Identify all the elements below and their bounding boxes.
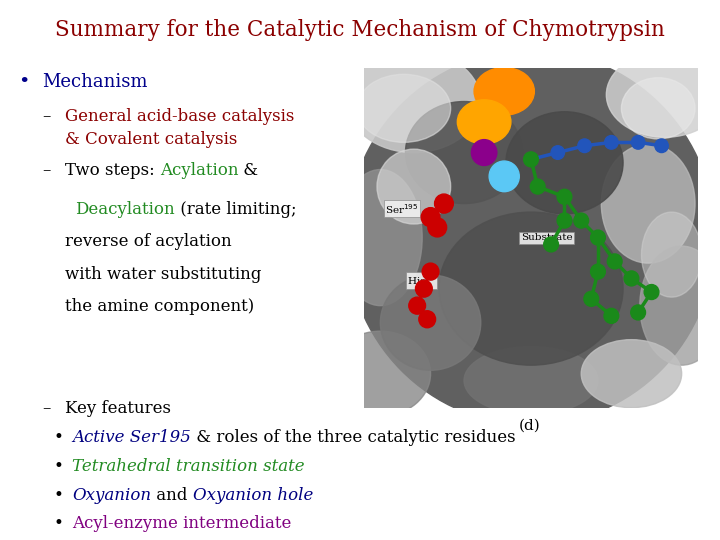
Text: •: •: [54, 429, 64, 446]
Text: Substrate: Substrate: [521, 233, 572, 242]
Circle shape: [574, 213, 588, 228]
Circle shape: [422, 263, 439, 280]
Text: Active Ser195: Active Ser195: [72, 429, 191, 446]
Ellipse shape: [621, 78, 695, 139]
Ellipse shape: [464, 347, 598, 415]
Circle shape: [605, 136, 618, 149]
Ellipse shape: [506, 112, 623, 214]
Text: –: –: [42, 400, 50, 416]
Circle shape: [604, 308, 618, 323]
Text: •: •: [54, 458, 64, 475]
Text: •: •: [54, 515, 64, 532]
Circle shape: [557, 190, 572, 204]
Circle shape: [590, 230, 606, 245]
Text: Deacylation: Deacylation: [76, 201, 175, 218]
Circle shape: [523, 152, 539, 167]
Text: Mechanism: Mechanism: [42, 73, 148, 91]
Text: Summary for the Catalytic Mechanism of Chymotrypsin: Summary for the Catalytic Mechanism of C…: [55, 19, 665, 41]
Ellipse shape: [380, 275, 481, 370]
Text: Acylation: Acylation: [160, 162, 238, 179]
Text: and: and: [151, 487, 193, 503]
Text: General acid-base catalysis
& Covalent catalysis: General acid-base catalysis & Covalent c…: [65, 108, 294, 148]
Ellipse shape: [457, 100, 511, 144]
Ellipse shape: [606, 52, 720, 137]
Text: (rate limiting;: (rate limiting;: [175, 201, 297, 218]
Ellipse shape: [439, 212, 623, 365]
Ellipse shape: [338, 170, 422, 306]
Circle shape: [551, 146, 564, 159]
Ellipse shape: [581, 340, 682, 408]
Circle shape: [655, 139, 668, 152]
Text: Two steps:: Two steps:: [65, 162, 160, 179]
Circle shape: [631, 305, 646, 320]
Circle shape: [428, 218, 446, 237]
Text: Acyl-enzyme intermediate: Acyl-enzyme intermediate: [72, 515, 292, 532]
Ellipse shape: [357, 75, 451, 143]
Circle shape: [584, 292, 598, 306]
Text: –: –: [42, 162, 50, 179]
Ellipse shape: [377, 149, 451, 224]
Text: & roles of the three catalytic residues: & roles of the three catalytic residues: [191, 429, 516, 446]
Circle shape: [435, 194, 454, 213]
Circle shape: [531, 179, 545, 194]
Ellipse shape: [601, 144, 695, 263]
Text: reverse of acylation: reverse of acylation: [65, 233, 231, 250]
Text: the amine component): the amine component): [65, 298, 254, 315]
Circle shape: [624, 271, 639, 286]
Circle shape: [489, 161, 519, 192]
Circle shape: [409, 297, 426, 314]
Ellipse shape: [347, 51, 715, 425]
Text: Ser$^{195}$: Ser$^{195}$: [385, 202, 419, 215]
Ellipse shape: [474, 68, 534, 115]
Text: with water substituting: with water substituting: [65, 266, 261, 282]
Circle shape: [544, 237, 559, 252]
Text: Tetrahedral transition state: Tetrahedral transition state: [72, 458, 305, 475]
Text: –: –: [42, 108, 50, 125]
Circle shape: [590, 264, 606, 279]
Ellipse shape: [330, 331, 431, 416]
Ellipse shape: [347, 51, 481, 152]
Text: (d): (d): [518, 418, 540, 433]
Text: Oxyanion: Oxyanion: [72, 487, 151, 503]
Circle shape: [421, 208, 440, 227]
Circle shape: [557, 213, 572, 228]
Circle shape: [608, 254, 622, 269]
Circle shape: [472, 140, 497, 165]
Circle shape: [415, 280, 432, 297]
Text: &: &: [238, 162, 258, 179]
Text: •: •: [54, 487, 64, 503]
Text: Oxyanion hole: Oxyanion hole: [193, 487, 313, 503]
Circle shape: [631, 136, 645, 149]
Ellipse shape: [642, 212, 702, 297]
Circle shape: [644, 285, 659, 300]
Ellipse shape: [405, 102, 523, 204]
Text: Key features: Key features: [65, 400, 171, 416]
Circle shape: [419, 310, 436, 328]
Text: His$^{57}$: His$^{57}$: [407, 273, 435, 287]
Text: •: •: [18, 73, 30, 91]
Circle shape: [578, 139, 591, 152]
Ellipse shape: [640, 246, 720, 365]
